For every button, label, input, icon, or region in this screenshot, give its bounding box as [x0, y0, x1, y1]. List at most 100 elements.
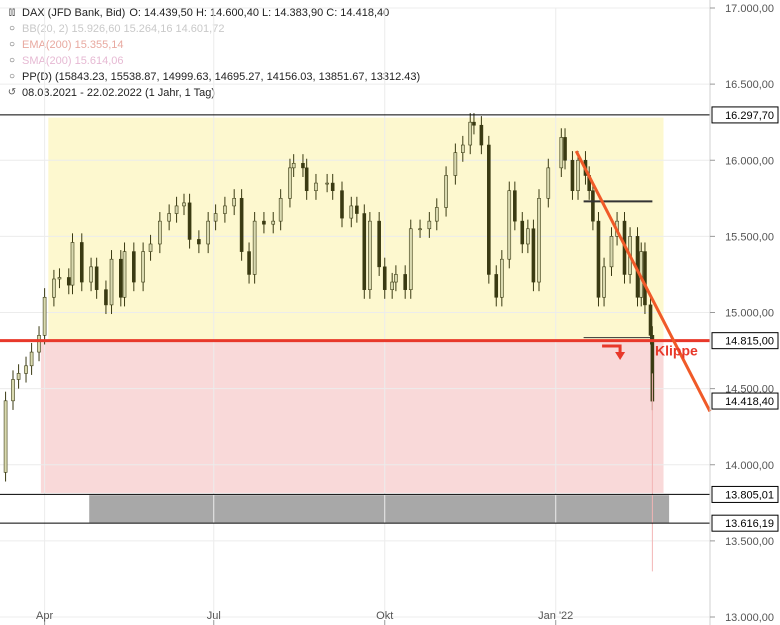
candle-body	[79, 242, 84, 283]
y-tick-label: 14.000,00	[725, 460, 774, 472]
price-box-label: 14.418,40	[725, 396, 774, 408]
price-box	[711, 485, 779, 503]
candle-body	[141, 251, 145, 283]
candle-body	[104, 289, 108, 306]
eye-icon[interactable]: ○	[8, 55, 16, 66]
candle-body	[418, 228, 422, 231]
candle-body	[479, 124, 484, 146]
candle-body	[513, 190, 517, 222]
candle-body	[362, 213, 367, 290]
price-box	[711, 392, 779, 410]
candle-body	[158, 220, 162, 245]
candle-body	[453, 152, 458, 176]
candle-body	[11, 379, 15, 402]
candle-body	[66, 277, 71, 286]
y-tick-label: 16.500,00	[725, 79, 774, 91]
candle-body	[596, 220, 601, 298]
legend-sma-row[interactable]: ○ SMA(200) 15.614,06	[6, 53, 420, 69]
arrow-head-icon	[615, 351, 626, 360]
x-tick-label: Jul	[207, 610, 221, 622]
x-tick-label: Apr	[36, 610, 53, 622]
candle-body	[94, 266, 99, 290]
candle-body	[119, 258, 123, 298]
price-box-label: 14.815,00	[725, 336, 774, 348]
legend-pp-row[interactable]: ○ PP(D) (15843.23, 15538.87, 14999.63, 1…	[6, 69, 420, 85]
legend-range: 08.03.2021 - 22.02.2022 (1 Jahr, 1 Tag)	[22, 87, 216, 99]
legend-bb-row[interactable]: ○ BB(20, 2) 15.926,60 15.264,16 14.601,7…	[6, 21, 420, 37]
candle-body	[434, 207, 439, 222]
price-box-label: 13.805,01	[725, 489, 774, 501]
candle-body	[591, 190, 595, 222]
candle-body	[330, 182, 335, 191]
candle-body	[16, 373, 21, 380]
y-tick-label: 15.000,00	[725, 308, 774, 320]
candle-body	[206, 220, 210, 245]
gray-band	[89, 495, 670, 523]
candle-body	[291, 162, 296, 169]
annotation-klippe: Klippe	[655, 343, 698, 359]
candle-body	[643, 251, 647, 306]
price-box	[711, 106, 779, 124]
candle-body	[563, 137, 567, 161]
candle-body	[29, 351, 34, 367]
zones-layer	[40, 117, 670, 523]
candle-body	[609, 236, 614, 268]
y-tick-label: 16.000,00	[725, 155, 774, 167]
price-box-label: 16.297,70	[725, 110, 774, 122]
eye-icon[interactable]: ○	[8, 71, 16, 82]
candle-body	[472, 121, 476, 126]
candle-body	[57, 277, 62, 280]
candle-body	[167, 213, 171, 222]
candle-body	[427, 220, 432, 230]
breakdown-zone	[40, 340, 664, 493]
candle-body	[239, 198, 244, 252]
history-icon[interactable]: ↺	[7, 87, 17, 98]
resistance-zone	[48, 117, 664, 341]
candle-body	[394, 274, 398, 283]
arrow-down-icon	[602, 344, 622, 354]
legend-ohlc: O: 14.439,50 H: 14.600,40 L: 14.383,90 C…	[129, 7, 390, 19]
candle-body	[262, 220, 266, 225]
candle-body	[537, 198, 541, 283]
legend-pp: PP(D) (15843.23, 15538.87, 14999.63, 146…	[22, 71, 421, 83]
candle-body	[468, 121, 473, 146]
candle-body	[500, 258, 504, 298]
candle-body	[403, 274, 407, 290]
candle-body	[24, 365, 28, 374]
candle-body	[487, 144, 491, 275]
candle-body	[461, 144, 465, 153]
candle-body	[325, 182, 329, 185]
price-box	[711, 332, 779, 350]
candle-body	[247, 251, 251, 275]
chart-legend: ⫾⫾ DAX (JFD Bank, Bid) O: 14.439,50 H: 1…	[6, 5, 420, 101]
eye-icon[interactable]: ○	[8, 23, 16, 34]
price-axis: 17.000,00 16.500,00 16.000,00 15.500,00 15.0…	[709, 0, 779, 625]
candle-body	[390, 281, 394, 290]
y-tick-label: 15.500,00	[725, 231, 774, 243]
candlestick-icon: ⫾⫾	[8, 7, 16, 18]
x-tick-label: Okt	[376, 610, 393, 622]
candle-body	[368, 220, 372, 290]
candle-body	[576, 159, 580, 192]
legend-ema-row[interactable]: ○ EMA(200) 15.355,14	[6, 37, 420, 53]
candle-body	[559, 137, 564, 169]
annotation-layer: Klippe	[0, 114, 712, 524]
y-tick-label: 13.000,00	[725, 612, 774, 624]
candle-body	[648, 304, 653, 336]
candle-body	[89, 266, 93, 283]
x-tick-label: Jan '22	[538, 610, 573, 622]
candle-body	[507, 190, 512, 260]
candle-body	[355, 205, 359, 214]
y-tick-label: 13.500,00	[725, 536, 774, 548]
candle-body	[182, 202, 186, 207]
candle-body	[3, 400, 8, 473]
legend-range-row[interactable]: ↺ 08.03.2021 - 22.02.2022 (1 Jahr, 1 Tag…	[6, 85, 420, 101]
candle-body	[252, 220, 257, 275]
candle-body	[526, 228, 530, 245]
candle-body	[546, 167, 551, 199]
eye-icon[interactable]: ○	[8, 39, 16, 50]
candle-body	[37, 335, 41, 353]
legend-title: DAX (JFD Bank, Bid)	[22, 7, 126, 19]
candle-body	[148, 243, 153, 252]
